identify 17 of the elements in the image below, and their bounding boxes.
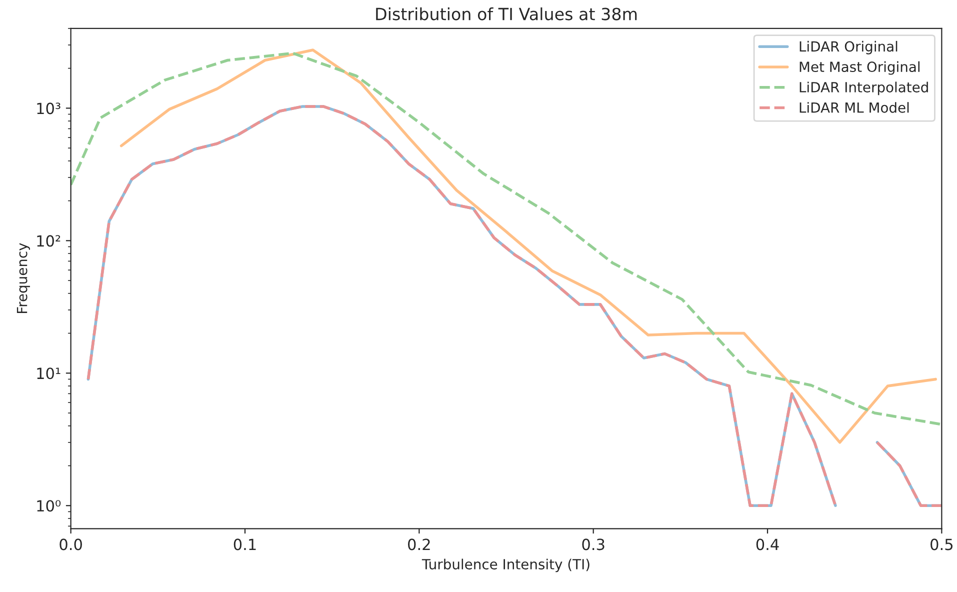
legend-label: Met Mast Original bbox=[800, 61, 920, 75]
y-tick-label: 10² bbox=[37, 235, 60, 247]
legend-label: LiDAR Original bbox=[800, 40, 898, 54]
x-axis-title: Turbulence Intensity (TI) bbox=[422, 558, 590, 572]
y-tick-label: 10⁰ bbox=[37, 500, 61, 512]
y-tick-label: 10³ bbox=[37, 102, 60, 114]
y-tick-label: 10¹ bbox=[37, 368, 60, 380]
x-tick-label: 0.4 bbox=[756, 538, 779, 550]
legend-label: LiDAR ML Model bbox=[800, 102, 909, 113]
x-tick-label: 0.2 bbox=[408, 538, 430, 550]
legend-label: LiDAR Interpolated bbox=[800, 82, 928, 96]
x-tick-label: 0.3 bbox=[582, 538, 604, 550]
x-tick-label: 0.5 bbox=[930, 538, 952, 550]
x-tick-label: 0.0 bbox=[60, 538, 82, 550]
chart-title: Distribution of TI Values at 38m bbox=[376, 7, 637, 20]
y-axis-title: Frequency bbox=[16, 243, 30, 314]
x-tick-label: 0.1 bbox=[234, 538, 256, 550]
